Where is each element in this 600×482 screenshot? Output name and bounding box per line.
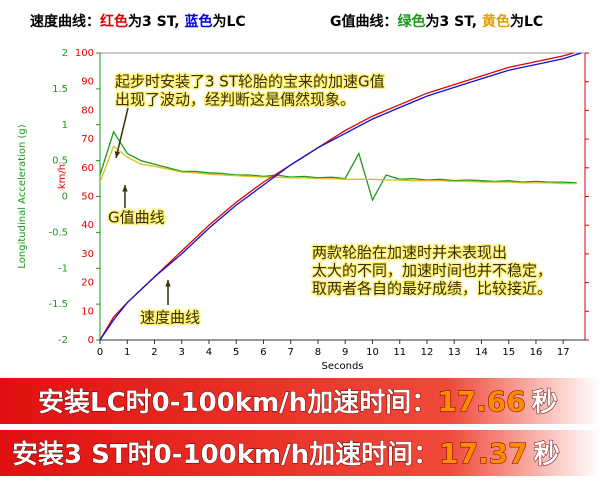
- legend-note-part: 绿色: [398, 13, 426, 30]
- x-tick-label: 15: [502, 347, 515, 358]
- y2-tick-label: 20: [81, 278, 94, 289]
- banner-label: 安装LC时0-100km/h加速时间：: [38, 388, 437, 418]
- x-tick-label: 6: [260, 347, 266, 358]
- annotation: G值曲线: [108, 209, 165, 227]
- banner: [0, 430, 600, 476]
- annotation: 出现了波动，经判断这是偶然现象。: [115, 91, 355, 109]
- x-tick-label: 9: [342, 347, 348, 358]
- legend-note-part: 为LC: [510, 13, 543, 30]
- y2-tick-label: 70: [81, 134, 94, 145]
- x-tick-label: 7: [288, 347, 294, 358]
- y2-tick-label: 100: [75, 48, 94, 59]
- x-axis-title: Seconds: [321, 361, 363, 372]
- annotation: 速度曲线: [140, 309, 200, 327]
- y2-tick-label: 80: [81, 105, 94, 116]
- y2-tick-label: 30: [81, 249, 94, 260]
- annotation: 起步时安装了3 ST轮胎的宝来的加速G值: [115, 73, 385, 91]
- series-line: [99, 130, 577, 202]
- y-tick-label: -0.5: [48, 227, 68, 238]
- legend-note-part: 速度曲线：: [30, 13, 100, 30]
- y-tick-label: 1: [62, 120, 68, 131]
- banner-value: 17.66: [437, 385, 526, 418]
- arrow-head: [122, 185, 128, 192]
- banner-text: 安装3 ST时0-100km/h加速时间：17.37 秒: [12, 437, 560, 470]
- x-tick-label: 12: [421, 347, 434, 358]
- annotation-arrow: [115, 107, 129, 159]
- y2-tick-label: 40: [81, 220, 94, 231]
- arrow-head: [165, 280, 171, 287]
- x-tick-label: 17: [557, 347, 570, 358]
- x-tick-label: 2: [151, 347, 157, 358]
- legend-note: 速度曲线：红色为3 ST, 蓝色为LC: [30, 13, 246, 30]
- x-tick-label: 3: [179, 347, 185, 358]
- annotation: 取两者各自的最好成绩，比较接近。: [312, 280, 552, 298]
- x-tick-label: 16: [530, 347, 543, 358]
- legend-note-part: 为3 ST,: [426, 13, 482, 30]
- series-line: [99, 52, 582, 341]
- x-tick-label: 8: [315, 347, 321, 358]
- y-tick-label: 0: [62, 192, 68, 203]
- banner-label: 安装3 ST时0-100km/h加速时间：: [12, 440, 439, 470]
- legend-note-part: 红色: [100, 13, 128, 30]
- legend-note-part: G值曲线：: [330, 13, 398, 30]
- y-tick-label: -1.5: [48, 299, 68, 310]
- banner-unit: 秒: [534, 440, 560, 470]
- x-tick-label: 11: [393, 347, 406, 358]
- y2-tick-label: 10: [81, 306, 94, 317]
- x-tick-label: 5: [233, 347, 239, 358]
- x-tick-label: 13: [448, 347, 461, 358]
- x-tick-label: 1: [124, 347, 130, 358]
- annotation: 太大的不同，加速时间也并不稳定，: [312, 262, 552, 280]
- y-tick-label: 2: [62, 48, 68, 59]
- y-tick-label: 0.5: [52, 156, 68, 167]
- banner: [0, 378, 600, 424]
- y2-tick-label: 50: [81, 192, 94, 203]
- legend-note-part: 为3 ST,: [128, 13, 184, 30]
- legend-note-part: 蓝色: [184, 13, 212, 30]
- banner-text: 安装LC时0-100km/h加速时间：17.66 秒: [38, 385, 558, 418]
- annotation: 两款轮胎在加速时并未表现出: [312, 244, 507, 262]
- y2-tick-label: 60: [81, 163, 94, 174]
- y-tick-label: 1.5: [52, 84, 68, 95]
- y2-tick-label: 90: [81, 77, 94, 88]
- x-tick-label: 10: [366, 347, 379, 358]
- y-tick-label: -2: [58, 335, 68, 346]
- banner-unit: 秒: [532, 388, 558, 418]
- y-tick-label: -1: [58, 263, 68, 274]
- x-tick-label: 0: [97, 347, 103, 358]
- banner-value: 17.37: [439, 437, 528, 470]
- series-line: [99, 145, 577, 185]
- x-tick-label: 4: [206, 347, 212, 358]
- y2-tick-label: 0: [88, 335, 94, 346]
- y-axis-title: Longitudinal Acceleration (g): [17, 124, 28, 268]
- x-tick-label: 14: [475, 347, 488, 358]
- legend-note-part: 黄色: [482, 13, 510, 30]
- legend-note-part: 为LC: [212, 13, 245, 30]
- y2-axis-title: km/h: [57, 164, 68, 189]
- arrow-head: [114, 151, 121, 158]
- legend-note: G值曲线：绿色为3 ST, 黄色为LC: [330, 13, 543, 30]
- plot-area: [99, 52, 586, 341]
